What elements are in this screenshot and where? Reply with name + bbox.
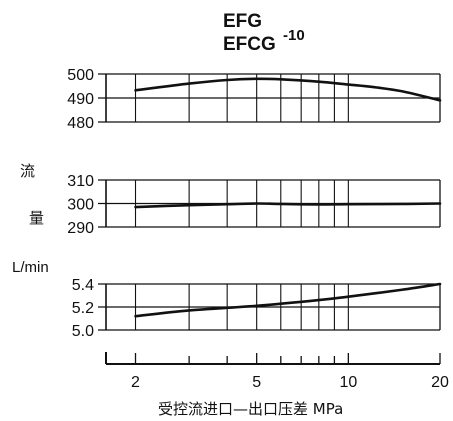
y-tick-label-bottom-0: 5.0 [72, 323, 94, 340]
x-tick-label-2: 10 [339, 374, 357, 391]
series-line-bottom-0 [134, 282, 442, 318]
series-line-top-0 [134, 77, 442, 102]
x-tick-label-0: 2 [131, 374, 140, 391]
ylabel-unit: L/min [12, 259, 49, 276]
y-tick-label-middle-0: 290 [67, 220, 94, 237]
y-tick-label-top-0: 480 [67, 115, 94, 132]
chart-title: EFG [223, 11, 262, 32]
x-axis-label: 受控流进口—出口压差 MPa [158, 400, 343, 418]
chart-title-line2: EFCG [223, 34, 276, 55]
x-axis: 2 5 10 20 [105, 352, 449, 391]
y-tick-label-top-1: 490 [67, 91, 94, 108]
y-tick-label-top-2: 500 [67, 67, 94, 84]
y-tick-label-bottom-1: 5.2 [72, 300, 94, 317]
y-tick-label-bottom-2: 5.4 [72, 277, 94, 294]
chart-title-suffix: -10 [283, 27, 305, 44]
ylabel-char-1: 流 [20, 162, 35, 180]
x-tick-label-3: 20 [431, 374, 449, 391]
chart-panels: 480 490 500 290 300 310 5.0 5.2 5.4 [67, 67, 442, 340]
series-line-middle-0 [134, 202, 442, 209]
ylabel-char-2: 量 [29, 209, 44, 227]
x-tick-label-1: 5 [252, 374, 261, 391]
y-tick-label-middle-1: 300 [67, 197, 94, 214]
y-tick-label-middle-2: 310 [67, 173, 94, 190]
